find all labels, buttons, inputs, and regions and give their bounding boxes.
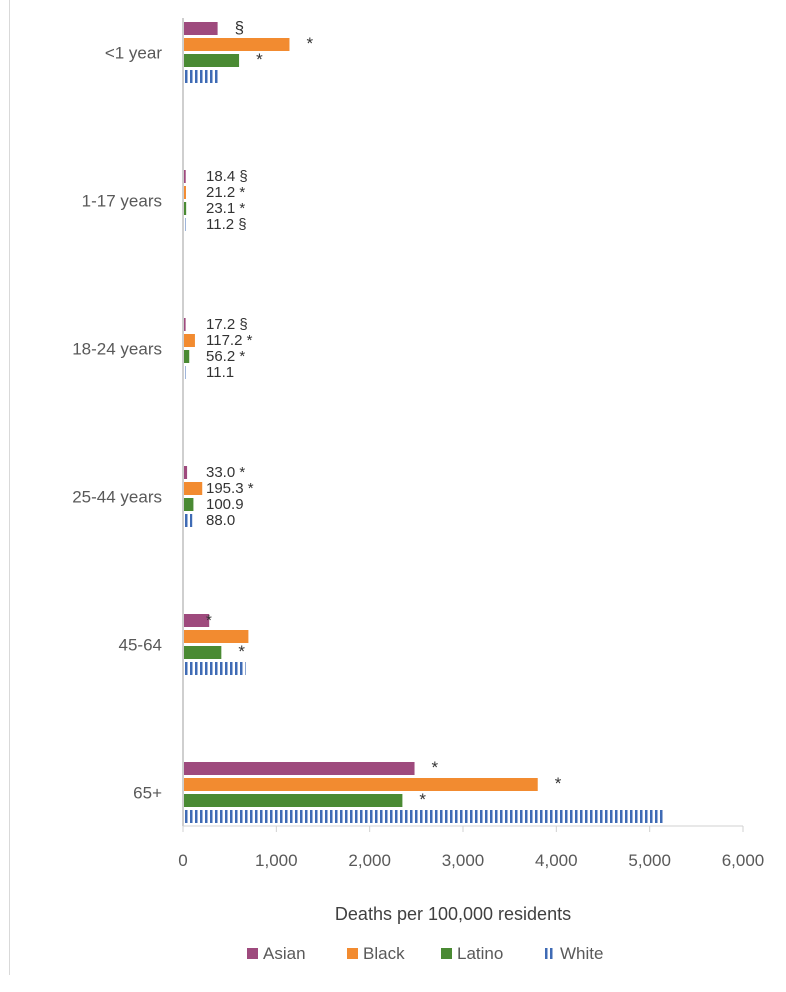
data-label: § [235,18,244,37]
data-label: * [306,34,313,53]
x-tick-label: 3,000 [442,851,485,870]
x-tick-label: 2,000 [348,851,391,870]
bar-white [184,218,186,231]
x-axis-title: Deaths per 100,000 residents [335,904,571,924]
category-label: 65+ [133,784,162,803]
data-label: 11.2 § [206,216,247,233]
legend-swatch-asian [247,948,258,959]
data-label: 195.3 * [206,480,254,497]
x-tick-label: 0 [178,851,187,870]
data-label: 88.0 [206,512,235,529]
data-label: 33.0 * [206,464,245,481]
bar-latino [184,202,187,215]
data-label: * [419,790,426,809]
category-label: <1 year [105,44,163,63]
data-label: 18.4 § [206,168,248,185]
legend-swatch-white [544,948,555,959]
bar-latino [184,54,240,67]
data-label: 23.1 * [206,200,245,217]
legend-label: Asian [263,944,306,963]
x-tick-label: 5,000 [628,851,671,870]
data-label: 21.2 * [206,184,245,201]
category-label: 18-24 years [72,340,162,359]
category-label: 25-44 years [72,488,162,507]
data-label: 11.1 [206,364,234,381]
data-label: 17.2 § [206,316,248,333]
bar-black [184,630,249,643]
data-label: 100.9 [206,496,244,513]
legend-label: White [560,944,603,963]
legend-swatch-latino [441,948,452,959]
x-tick-label: 1,000 [255,851,298,870]
data-label: 56.2 * [206,348,245,365]
bar-white [184,514,193,527]
bar-white [184,70,220,83]
x-tick-label: 6,000 [722,851,765,870]
data-label: * [238,642,245,661]
bar-asian [184,466,188,479]
bar-asian [184,762,415,775]
bar-black [184,186,186,199]
legend-swatch-black [347,948,358,959]
bar-latino [184,646,222,659]
data-label: * [555,774,562,793]
bar-latino [184,350,190,363]
bar-latino [184,498,194,511]
category-label: 45-64 [119,636,162,655]
frame-left-border [9,0,10,975]
bar-black [184,778,538,791]
category-label: 1-17 years [82,192,162,211]
bar-asian [184,170,186,183]
bar-asian [184,318,186,331]
bar-latino [184,794,403,807]
bar-black [184,38,290,51]
bar-black [184,334,195,347]
data-label: * [206,612,212,629]
data-label: 117.2 * [206,332,253,349]
bar-white [184,662,246,675]
legend-label: Latino [457,944,503,963]
bar-asian [184,614,210,627]
legend-label: Black [363,944,405,963]
data-label: * [432,758,439,777]
data-label: * [256,50,263,69]
bar-white [184,366,186,379]
bar-white [184,810,665,823]
bar-asian [184,22,218,35]
x-tick-label: 4,000 [535,851,578,870]
bar-black [184,482,203,495]
